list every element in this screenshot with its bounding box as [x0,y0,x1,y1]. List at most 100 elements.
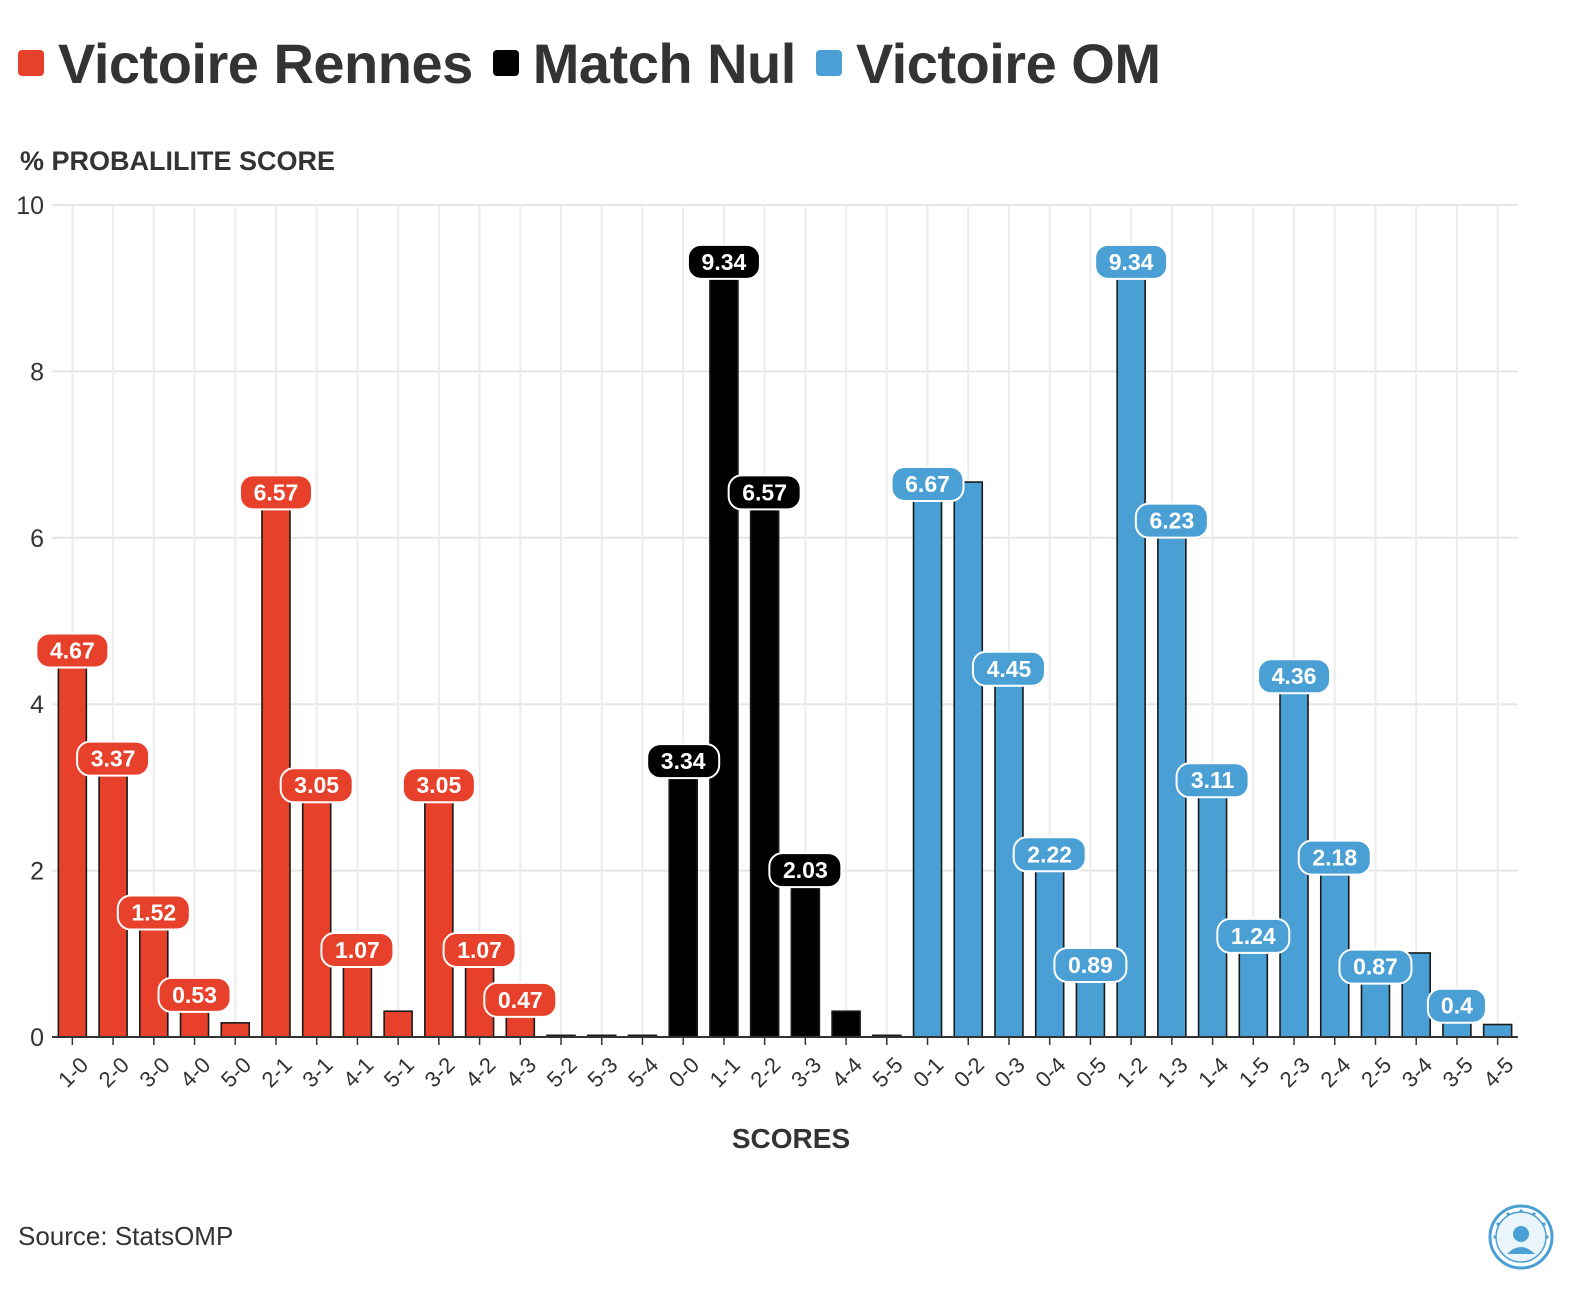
data-label: 4.36 [1272,663,1317,689]
statsomp-logo [1488,1204,1554,1275]
legend-item-victoire-rennes[interactable]: Victoire Rennes [18,31,473,96]
bar-3-1[interactable] [301,782,332,1038]
data-label: 6.67 [905,471,950,497]
data-label: 2.22 [1027,841,1072,867]
data-label-bg [971,650,1046,687]
y-axis-ticks: 0 2 4 6 8 10 [16,192,44,1052]
x-tick-label: 5-3 [582,1052,622,1092]
x-tick-label: 5-4 [623,1052,663,1092]
x-tick-label: 4-5 [1478,1052,1518,1092]
legend-item-victoire-om[interactable]: Victoire OM [815,31,1161,96]
x-tick-label: 3-2 [420,1052,460,1092]
bar-3-0[interactable] [139,909,169,1038]
data-label: 2.03 [783,857,828,883]
x-tick-label: 0-3 [990,1052,1030,1092]
x-tick-label: 2-1 [257,1052,297,1092]
bar-0-4[interactable] [1034,851,1065,1038]
x-tick-label: 4-4 [827,1052,867,1092]
bar-0-0[interactable] [668,758,698,1038]
y-tick-label: 6 [30,525,44,553]
data-label: 2.18 [1312,845,1357,871]
x-tick-label: 2-0 [94,1052,134,1092]
legend-swatch-victoire-rennes [18,50,44,76]
x-tick-label: 0-5 [1071,1052,1111,1092]
data-label-bg [727,474,802,511]
data-label: 0.87 [1353,954,1398,980]
data-label: 4.67 [50,637,95,663]
x-tick-label: 0-2 [949,1052,989,1092]
data-label-bg [890,466,965,503]
data-label: 0.4 [1441,993,1473,1019]
bar-2-0[interactable] [98,755,128,1038]
x-tick-label: 4-2 [460,1052,500,1092]
data-label-bg [686,243,761,280]
bar-4-4[interactable] [831,1010,861,1038]
data-label-bg [442,931,517,968]
data-label-bg [401,767,476,804]
data-label-bg [1426,987,1487,1024]
data-label-bg [238,474,313,511]
data-label-bg [1297,839,1372,876]
x-tick-label: 2-5 [1356,1052,1396,1092]
y-tick-label: 10 [16,192,44,220]
data-label-bg [35,632,110,669]
x-tick-label: 1-1 [705,1052,745,1092]
data-label: 3.05 [294,772,339,798]
bar-2-1[interactable] [261,489,291,1038]
data-label: 6.57 [742,479,787,505]
bar-5-0[interactable] [220,1022,251,1038]
x-tick-label: 3-3 [786,1052,826,1092]
x-tick-label: 1-5 [1234,1052,1274,1092]
legend-swatch-victoire-om [815,50,842,76]
x-tick-label: 2-4 [1315,1052,1355,1092]
bar-1-4[interactable] [1197,777,1228,1038]
data-label-bg [116,894,191,931]
data-label-bg [1094,243,1169,280]
x-tick-label: 2-3 [1275,1052,1315,1092]
data-label: 1.07 [335,937,380,963]
data-label-bg [1012,836,1087,873]
x-tick-label: 1-2 [1112,1052,1152,1092]
x-tick-label: 2-2 [745,1052,785,1092]
data-label: 0.89 [1068,952,1113,978]
y-tick-label: 2 [30,858,44,886]
y-axis-title: % PROBALILITE SCORE [20,146,336,176]
x-tick-label: 5-2 [542,1052,582,1092]
legend-swatch-match-nul [492,50,519,76]
data-label: 3.37 [91,746,136,772]
data-label-bg [157,976,232,1013]
data-label-bg [1134,502,1209,539]
legend-item-match-nul[interactable]: Match Nul [492,31,796,96]
bar-1-0[interactable] [57,647,88,1038]
bar-2-2[interactable] [749,489,780,1038]
data-labels: 4.67 3.37 1.52 0.53 6.57 3.05 1.07 3.05 1.07 0.47… [35,243,1487,1024]
bar-4-5[interactable] [1482,1023,1513,1038]
data-label: 6.23 [1149,508,1194,534]
bar-2-4[interactable] [1319,854,1350,1038]
bar-3-3[interactable] [790,867,821,1038]
x-axis-title: SCORES [732,1123,850,1154]
bar-3-2[interactable] [424,782,454,1038]
legend-label-victoire-om: Victoire OM [855,31,1161,95]
data-label-bg [1257,658,1332,695]
bar-0-2[interactable] [953,481,984,1038]
x-tick-label: 3-1 [297,1052,337,1092]
x-tick-label: 5-5 [867,1052,907,1092]
data-label: 1.24 [1231,923,1276,949]
x-tick-label: 1-3 [1153,1052,1193,1092]
bar-0-1[interactable] [912,481,943,1038]
data-label-bg [768,852,843,889]
bar-1-2[interactable] [1116,259,1146,1038]
data-label: 0.47 [498,987,543,1013]
data-label-bg [1053,946,1128,983]
bar-1-1[interactable] [709,259,739,1038]
x-tick-label: 4-3 [501,1052,541,1092]
bar-5-1[interactable] [383,1010,413,1038]
data-label-bg [76,740,151,777]
data-label: 3.34 [661,748,706,774]
data-label-bg [279,767,354,804]
data-label: 0.53 [172,982,217,1008]
x-tick-label: 0-1 [908,1052,948,1092]
data-label: 9.34 [1109,249,1154,275]
